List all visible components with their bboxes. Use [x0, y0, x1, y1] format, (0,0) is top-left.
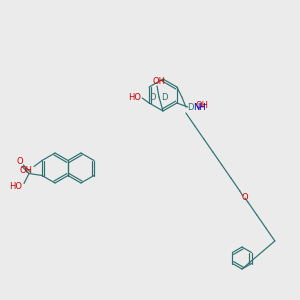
Text: D: D — [149, 94, 155, 103]
Text: D: D — [187, 103, 194, 112]
Text: O: O — [17, 157, 23, 166]
Text: O: O — [242, 194, 248, 202]
Text: HO: HO — [128, 92, 141, 101]
Text: OH: OH — [20, 166, 32, 175]
Text: NH: NH — [193, 103, 206, 112]
Text: OH: OH — [196, 100, 209, 109]
Text: HO: HO — [10, 182, 22, 191]
Text: OH: OH — [152, 77, 166, 86]
Text: D: D — [161, 94, 167, 103]
